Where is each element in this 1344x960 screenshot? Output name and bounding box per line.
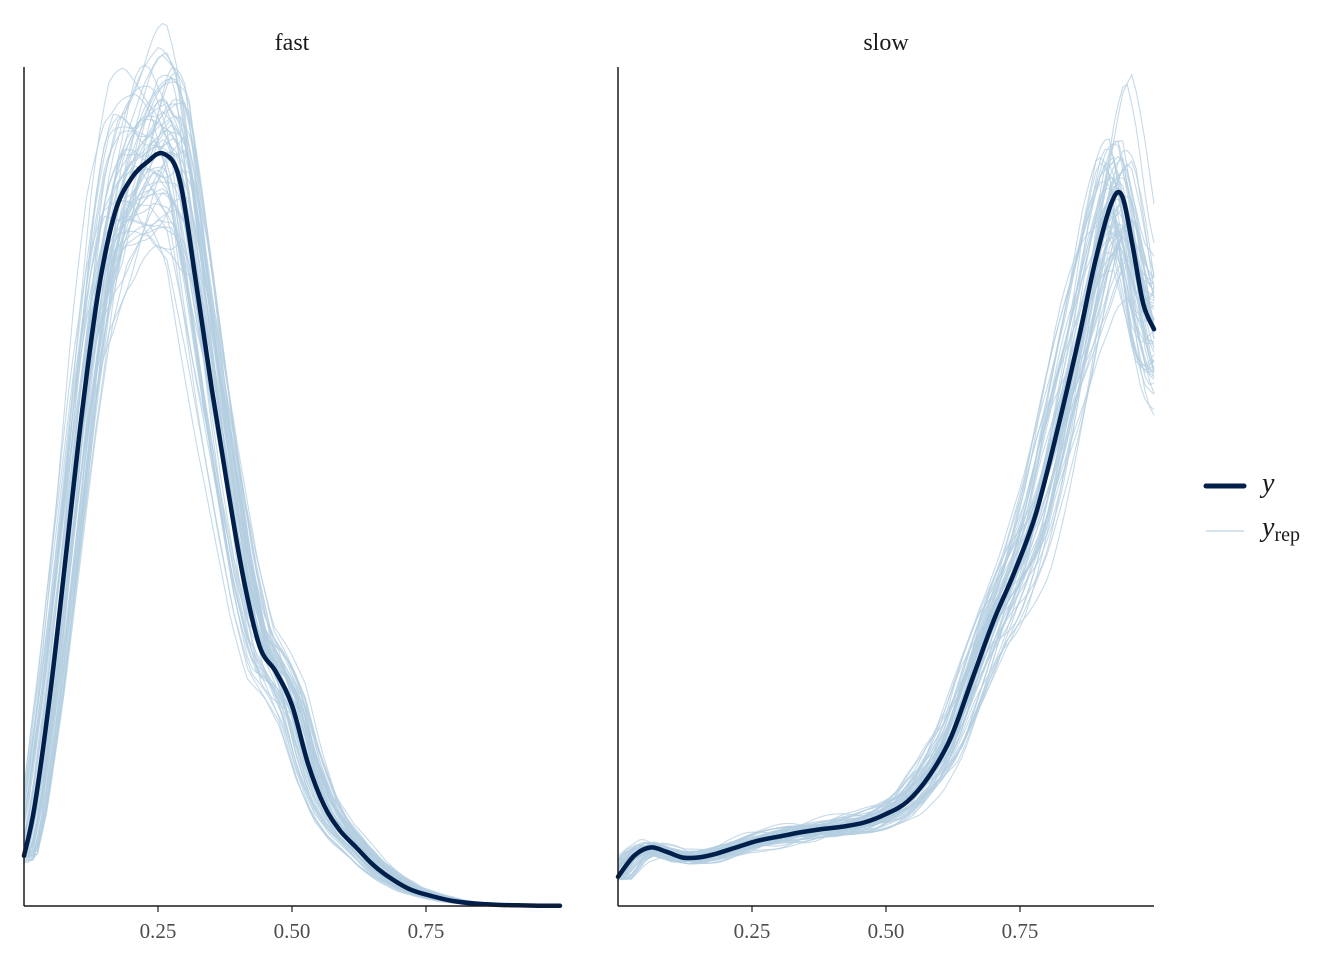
yrep-line-slow-15 [617, 83, 1155, 874]
yrep-line-slow-13 [617, 180, 1155, 876]
yrep-line-slow-52 [617, 161, 1155, 862]
yrep-line-slow-57 [617, 176, 1155, 869]
yrep-line-slow-34 [617, 140, 1155, 869]
yrep-line-slow-18 [617, 156, 1155, 876]
yrep-line-fast-5 [23, 67, 561, 907]
yrep-line-fast-34 [23, 74, 560, 907]
yrep-line-slow-44 [617, 185, 1155, 877]
yrep-line-slow-59 [617, 251, 1155, 869]
yrep-line-slow-19 [617, 177, 1155, 875]
yrep-line-fast-21 [23, 98, 560, 907]
y-line-fast [21, 150, 563, 909]
yrep-line-fast-30 [23, 102, 560, 907]
yrep-line-slow-7 [617, 237, 1155, 866]
yrep-line-slow-17 [617, 235, 1155, 879]
legend: y yrep [1203, 468, 1300, 546]
panel-title-fast: fast [275, 30, 310, 56]
yrep-lines-fast [23, 22, 561, 907]
panel-slow: slow 0.25 0.50 0.75 [615, 30, 1157, 943]
yrep-line-slow-31 [617, 162, 1155, 869]
yrep-line-slow-5 [617, 148, 1155, 868]
yrep-line-fast-37 [23, 103, 560, 907]
yrep-line-slow-48 [617, 219, 1155, 880]
x-tick-label-slow-0: 0.25 [734, 919, 771, 943]
legend-label-yrep: yrep [1259, 512, 1300, 546]
yrep-lines-slow [617, 73, 1155, 881]
yrep-line-slow-43 [617, 236, 1155, 880]
panel-title-slow: slow [863, 30, 909, 56]
x-tick-label-slow-2: 0.75 [1002, 919, 1039, 943]
x-tick-label-fast-1: 0.50 [274, 919, 311, 943]
yrep-line-slow-22 [617, 143, 1155, 872]
yrep-line-slow-0 [617, 138, 1155, 857]
yrep-line-fast-56 [23, 98, 560, 907]
x-tick-label-fast-0: 0.25 [140, 919, 177, 943]
yrep-line-fast-25 [23, 99, 560, 907]
yrep-line-slow-47 [617, 140, 1155, 877]
yrep-line-fast-24 [23, 64, 561, 907]
y-line-slow [615, 189, 1157, 879]
yrep-line-fast-49 [23, 226, 560, 907]
x-tick-label-fast-2: 0.75 [408, 919, 445, 943]
legend-label-y: y [1259, 468, 1275, 499]
panel-fast: fast 0.25 0.50 0.75 [21, 22, 563, 943]
yrep-line-slow-23 [617, 248, 1155, 880]
yrep-line-fast-45 [23, 171, 561, 907]
yrep-line-slow-41 [617, 181, 1155, 859]
yrep-line-slow-51 [617, 73, 1155, 876]
x-ticks-slow: 0.25 0.50 0.75 [734, 906, 1039, 943]
yrep-line-fast-54 [23, 102, 560, 907]
yrep-line-slow-46 [617, 187, 1155, 865]
yrep-line-fast-4 [23, 71, 561, 907]
yrep-line-slow-45 [617, 172, 1155, 863]
x-tick-label-slow-1: 0.50 [868, 919, 905, 943]
x-ticks-fast: 0.25 0.50 0.75 [140, 906, 445, 943]
yrep-line-fast-50 [23, 67, 560, 907]
